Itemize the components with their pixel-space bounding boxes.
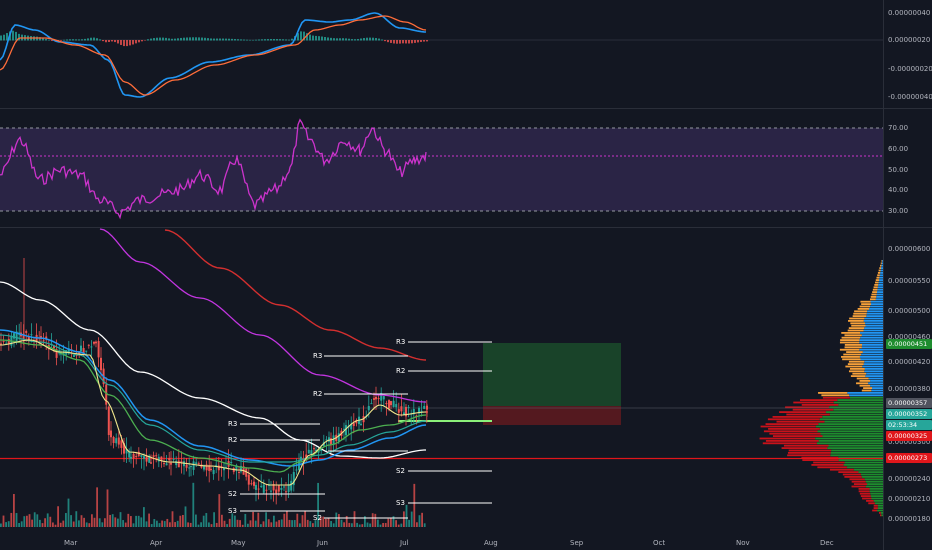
rsi-panel	[0, 118, 883, 220]
ema-yellow-line	[0, 339, 427, 486]
pivot-s2-right: S2	[396, 467, 405, 475]
svg-text:Jun: Jun	[316, 539, 328, 547]
svg-text:50.00: 50.00	[888, 166, 908, 174]
svg-text:Jul: Jul	[399, 539, 409, 547]
pivot-r3-mid: R3	[313, 352, 322, 360]
ema-green-line	[0, 339, 427, 473]
svg-text:Sep: Sep	[570, 539, 584, 547]
ema-red-line	[164, 229, 427, 361]
svg-text:0.00000240: 0.00000240	[888, 475, 930, 483]
svg-text:0.00000550: 0.00000550	[888, 277, 930, 285]
price-panel: R3 R2 S2 S3 R3 R2 S2 R3 R2 S2 S3	[0, 228, 883, 527]
target-price-tag: 0.00000451	[886, 339, 932, 349]
macd-axis: 0.00000040 0.00000020 -0.00000020 -0.000…	[888, 9, 932, 101]
svg-text:Oct: Oct	[653, 539, 665, 547]
last-price-tag: 0.00000352	[886, 409, 932, 419]
ema-blue-line	[0, 329, 427, 467]
candle-countdown-tag: 02:53:34	[886, 420, 932, 430]
svg-text:Apr: Apr	[150, 539, 162, 547]
svg-text:60.00: 60.00	[888, 145, 908, 153]
svg-text:0.00000380: 0.00000380	[888, 385, 930, 393]
time-axis: Mar Apr May Jun Jul Aug Sep Oct Nov Dec	[64, 539, 834, 547]
volume-profile	[759, 260, 883, 517]
svg-text:0.00000180: 0.00000180	[888, 515, 930, 523]
svg-text:Nov: Nov	[736, 539, 750, 547]
pivot-levels	[240, 341, 492, 519]
svg-text:0.00000020: 0.00000020	[888, 36, 930, 44]
ema-teal-line	[0, 334, 427, 463]
macd-line	[0, 12, 427, 98]
candlesticks	[0, 258, 428, 505]
pivot-r2-right: R2	[396, 367, 405, 375]
svg-text:May: May	[231, 539, 245, 547]
svg-text:Dec: Dec	[820, 539, 834, 547]
macd-panel	[0, 12, 883, 98]
ema-magenta-line	[99, 228, 426, 403]
profit-zone[interactable]	[483, 343, 621, 406]
svg-text:70.00: 70.00	[888, 124, 908, 132]
pivot-r3-left: R3	[228, 420, 237, 428]
loss-zone[interactable]	[483, 406, 621, 425]
svg-text:40.00: 40.00	[888, 186, 908, 194]
price-axis: 0.00000600 0.00000550 0.00000500 0.00000…	[888, 245, 930, 523]
macd-signal-line	[0, 15, 427, 96]
svg-text:0.00000210: 0.00000210	[888, 495, 930, 503]
svg-text:0.00000600: 0.00000600	[888, 245, 930, 253]
rsi-axis: 70.00 60.00 50.00 40.00 30.00	[888, 124, 908, 215]
entry-price-tag: 0.00000357	[886, 398, 932, 408]
volume-bars	[0, 482, 426, 527]
svg-text:0.00000460: 0.00000460	[888, 333, 930, 341]
pivot-s2-mid: S2	[313, 514, 322, 522]
pivot-s3-right: S3	[396, 499, 405, 507]
pivot-s2-left: S2	[228, 490, 237, 498]
stop-price-tag: 0.00000325	[886, 431, 932, 441]
sma-white-line	[0, 281, 426, 459]
pivot-r2-mid: R2	[313, 390, 322, 398]
svg-text:Mar: Mar	[64, 539, 77, 547]
pivot-r3-right: R3	[396, 338, 405, 346]
svg-text:Aug: Aug	[484, 539, 498, 547]
svg-text:0.00000420: 0.00000420	[888, 358, 930, 366]
svg-text:30.00: 30.00	[888, 207, 908, 215]
svg-text:0.00000300: 0.00000300	[888, 438, 930, 446]
pivot-r2-left: R2	[228, 436, 237, 444]
support-price-tag: 0.00000273	[886, 453, 932, 463]
macd-histogram	[0, 30, 428, 47]
svg-text:-0.00000020: -0.00000020	[888, 65, 932, 73]
rsi-line	[0, 118, 427, 220]
svg-text:0.00000040: 0.00000040	[888, 9, 930, 17]
rsi-band	[0, 128, 883, 211]
pivot-s3-left: S3	[228, 507, 237, 515]
svg-text:-0.00000040: -0.00000040	[888, 93, 932, 101]
svg-text:0.00000500: 0.00000500	[888, 307, 930, 315]
